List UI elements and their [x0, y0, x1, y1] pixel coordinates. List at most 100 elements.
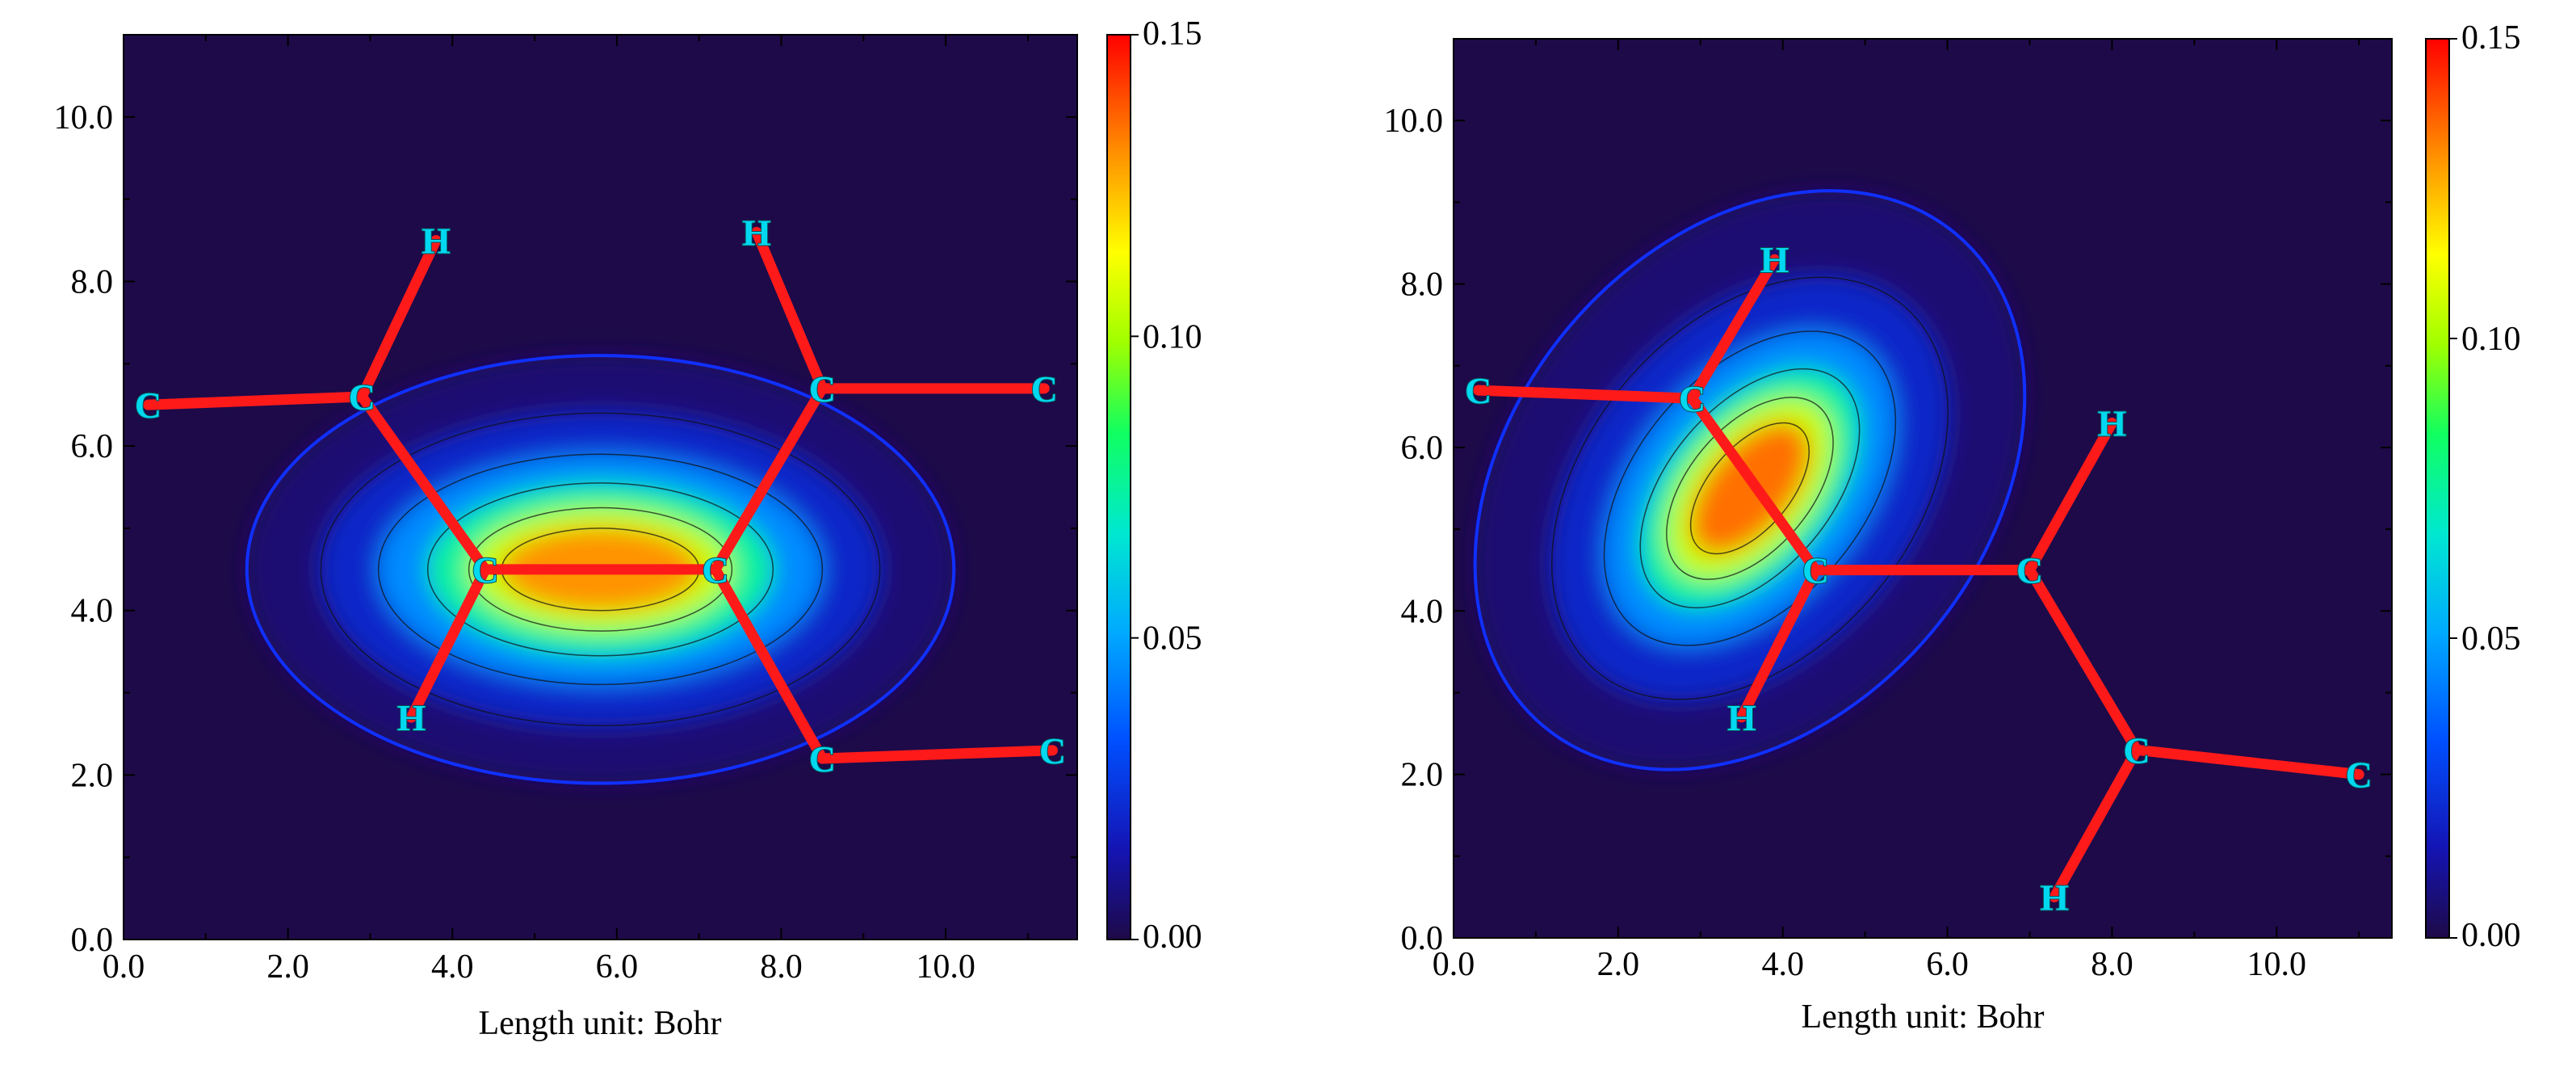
y-tick-label: 10.0	[1384, 103, 1444, 140]
x-tick-label: 2.0	[1597, 946, 1640, 983]
bond	[2131, 744, 2364, 780]
x-tick-label: 4.0	[1761, 946, 1804, 983]
x-axis-title: Length unit: Bohr	[479, 1005, 722, 1042]
colorbar-ticks: 0.00 0.05 0.10 0.15	[2449, 19, 2521, 954]
plot-frame	[1453, 38, 2393, 939]
y-tick-label: 4.0	[1401, 593, 1444, 630]
contour-line	[1550, 276, 1949, 700]
colorbar-tick-label: 0.00	[2461, 917, 2521, 954]
bonds	[143, 226, 1058, 764]
contour-line	[320, 412, 881, 727]
contour-line	[1473, 189, 2027, 771]
x-tick-label: 8.0	[760, 948, 803, 986]
atom-label: C	[1802, 550, 1829, 591]
x-tick-label: 6.0	[596, 948, 639, 986]
bond	[2024, 418, 2117, 576]
bond	[751, 226, 828, 394]
atom-label: C	[2346, 755, 2373, 796]
bond	[2024, 565, 2142, 755]
atoms: C C H C H C C H C C C	[134, 211, 1067, 780]
atom-label: C	[1031, 368, 1058, 410]
x-tick-label: 6.0	[1926, 946, 1969, 983]
atom-label: H	[1760, 239, 1789, 280]
colorbar-tick-label: 0.05	[2461, 620, 2521, 658]
y-tick-label: 4.0	[71, 593, 114, 630]
contour-line	[245, 354, 956, 785]
atom-label: C	[809, 368, 836, 410]
panel-left: C C H C H C C H C C C 0.0 2.0 4.0 6.0 8.0 10.0 0.0 2.0 4.…	[54, 15, 1202, 1042]
atom-label: H	[742, 212, 771, 253]
atom-label: C	[1039, 730, 1066, 771]
bond	[356, 235, 442, 402]
bond	[143, 391, 367, 410]
y-tick-label: 2.0	[1401, 757, 1444, 794]
x-tick-label: 0.0	[1433, 946, 1475, 983]
y-tick-label: 0.0	[1401, 920, 1444, 957]
x-tick-label: 10.0	[916, 948, 975, 986]
x-axis-title: Length unit: Bohr	[1802, 998, 2045, 1036]
x-tick-label: 2.0	[266, 948, 309, 986]
atom-label: C	[2016, 550, 2043, 591]
bond	[356, 391, 491, 575]
x-tick-label: 8.0	[2091, 946, 2133, 983]
bonds	[1473, 254, 2364, 902]
colorbar-tick-label: 0.10	[1143, 318, 1202, 355]
atom-label: H	[2040, 877, 2069, 918]
x-axis: 0.0 2.0 4.0 6.0 8.0 10.0	[103, 35, 1029, 986]
contour-lines	[1473, 189, 2027, 771]
x-axis: 0.0 2.0 4.0 6.0 8.0 10.0	[1433, 39, 2360, 983]
y-tick-label: 6.0	[1401, 430, 1444, 467]
y-tick-label: 0.0	[71, 922, 114, 959]
y-tick-label: 6.0	[71, 428, 114, 465]
atom-label: C	[702, 549, 728, 591]
colorbar	[2425, 38, 2450, 939]
x-tick-label: 0.0	[103, 948, 145, 986]
y-tick-label: 8.0	[1401, 267, 1444, 304]
bond	[816, 745, 1058, 764]
atom-label: H	[2098, 403, 2127, 444]
colorbar-tick-label: 0.15	[1143, 15, 1202, 53]
contour-line	[1639, 368, 1861, 609]
atom-label: H	[1727, 697, 1756, 738]
x-tick-label: 10.0	[2247, 946, 2307, 983]
panel-right: C C H C H C H C H C 0.0 2.0 4.0 6.0 8.0 10.0 0.0 2.0 4.0…	[1384, 19, 2521, 1036]
bond	[1687, 254, 1781, 404]
colorbar-tick-label: 0.00	[1143, 919, 1202, 956]
bond	[710, 383, 828, 575]
atom-label: H	[422, 221, 451, 262]
colorbar-tick-label: 0.10	[2461, 321, 2521, 358]
plot-frame	[123, 34, 1078, 940]
x-tick-label: 4.0	[431, 948, 474, 986]
colorbar-tick-label: 0.05	[1143, 620, 1202, 658]
y-axis: 0.0 2.0 4.0 6.0 8.0 10.0	[1384, 103, 2392, 957]
atom-label: C	[1679, 378, 1705, 419]
contour-line	[377, 453, 824, 686]
bond	[1687, 393, 1821, 576]
y-axis: 0.0 2.0 4.0 6.0 8.0 10.0	[54, 99, 1077, 959]
bond	[2049, 744, 2142, 902]
contour-line	[468, 507, 733, 632]
bond	[1736, 565, 1821, 723]
atoms: C C H C H C H C H C	[1464, 238, 2373, 919]
y-tick-label: 10.0	[54, 99, 114, 137]
y-tick-label: 8.0	[71, 263, 114, 301]
y-tick-label: 2.0	[71, 757, 114, 794]
bond	[710, 564, 828, 764]
atom-label: H	[396, 697, 426, 738]
colorbar	[1106, 34, 1131, 940]
density-level	[1690, 422, 1810, 554]
colorbar-tick-label: 0.15	[2461, 19, 2521, 57]
bond	[1473, 385, 1698, 404]
atom-label: C	[135, 385, 162, 426]
contour-line	[426, 482, 774, 657]
atom-label: C	[1465, 370, 1491, 411]
atom-label: C	[2123, 729, 2150, 771]
atom-label: C	[472, 549, 498, 591]
contour-line	[1666, 397, 1834, 580]
atom-label: C	[809, 738, 836, 780]
atom-label: C	[349, 376, 375, 418]
contour-line	[1603, 330, 1897, 646]
bond	[405, 564, 491, 723]
colorbar-ticks: 0.00 0.05 0.10 0.15	[1131, 15, 1202, 956]
